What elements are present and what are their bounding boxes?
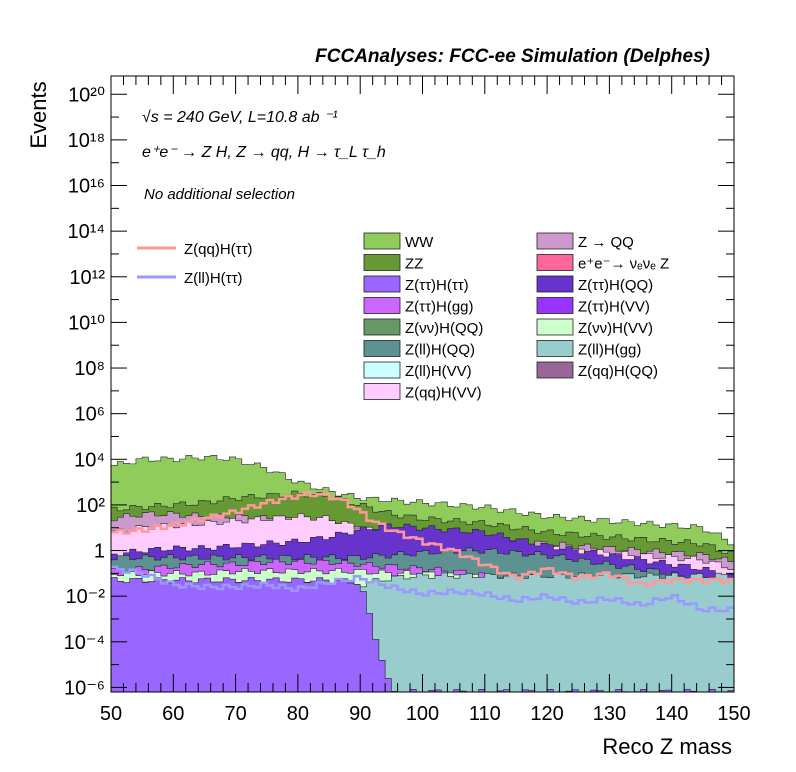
y-tick-label: 10²	[76, 495, 105, 517]
x-tick-label: 150	[717, 703, 750, 725]
legend-swatch	[363, 318, 401, 336]
curve-zll-htautau	[111, 565, 734, 613]
y-tick-label: 10¹⁴	[68, 221, 106, 243]
legend-swatch	[536, 232, 574, 250]
legend-label: WW	[405, 234, 434, 251]
legend-label: Z(ττ)H(QQ)	[578, 277, 653, 294]
legend-swatch	[536, 361, 574, 379]
legend-label: Z(ll)H(gg)	[578, 342, 641, 359]
legend-swatch	[363, 340, 401, 357]
chart-header: FCCAnalyses: FCC-ee Simulation (Delphes)	[315, 46, 710, 67]
axes: 50 60 70 80 90 100 110 120 130 140 150 10⁻⁶ 10⁻⁴ 10⁻²…	[64, 75, 751, 725]
y-tick-label: 10¹⁸	[68, 130, 105, 152]
x-tick-label: 80	[287, 703, 309, 725]
legend-label: e⁺e⁻→ νₑνₑ Z	[578, 256, 669, 273]
legend-label: ZZ	[405, 256, 423, 273]
y-tick-label: 10⁶	[75, 404, 105, 426]
y-tick-label: 10¹²	[69, 267, 105, 289]
x-tick-label: 50	[100, 703, 122, 725]
legend-label: Z(ll)H(VV)	[405, 363, 472, 380]
plot-area	[110, 76, 735, 693]
legend-swatch	[363, 297, 401, 314]
y-tick-label: 10²⁰	[68, 84, 105, 106]
legend-swatch	[363, 275, 401, 293]
curve-zqq-htautau	[111, 491, 734, 587]
legend-swatch	[536, 275, 574, 293]
y-tick-label: 10⁸	[74, 358, 105, 380]
x-axis-label: Reco Z mass	[602, 734, 732, 759]
x-tick-label: 110	[469, 703, 501, 725]
y-tick-label: 10¹⁰	[68, 312, 105, 334]
y-tick-label: 10⁴	[74, 449, 105, 471]
y-tick-label: 10⁻⁶	[64, 677, 105, 699]
legend-swatch	[363, 254, 401, 271]
y-axis-label: Events	[26, 81, 51, 148]
legend-swatch	[536, 254, 574, 271]
x-tick-label: 60	[162, 703, 184, 725]
y-tick-label: 1	[94, 541, 105, 563]
annotation-selection: No additional selection	[144, 186, 295, 203]
legend-label: Z(ll)H(ττ)	[184, 270, 243, 287]
y-tick-label: 10⁻²	[66, 586, 106, 608]
x-tick-label: 90	[349, 703, 371, 725]
legend-swatch	[536, 318, 574, 336]
legend-label: Z(qq)H(QQ)	[578, 363, 658, 380]
legend-label: Z(νν)H(QQ)	[405, 320, 483, 337]
legend: Z(qq)H(ττ) Z(ll)H(ττ) WW ZZ Z(ττ)H(ττ) Z(ττ)H…	[137, 232, 669, 402]
y-tick-label: 10⁻⁴	[64, 632, 105, 654]
legend-swatch	[363, 361, 401, 379]
x-tick-label: 120	[530, 703, 563, 725]
x-tick-label: 70	[224, 703, 246, 725]
legend-label: Z(qq)H(ττ)	[184, 241, 253, 258]
x-tick-label: 100	[406, 703, 439, 725]
legend-swatch	[363, 383, 401, 400]
legend-label: Z(ττ)H(gg)	[405, 299, 474, 316]
legend-swatch	[363, 232, 401, 250]
legend-label: Z(qq)H(VV)	[405, 385, 482, 402]
y-tick-label: 10¹⁶	[68, 176, 105, 198]
legend-label: Z(νν)H(VV)	[578, 320, 653, 337]
legend-swatch	[536, 340, 574, 357]
legend-swatch	[536, 297, 574, 314]
legend-label: Z(ττ)H(ττ)	[405, 277, 469, 294]
annotation-energy: √s = 240 GeV, L=10.8 ab ⁻¹	[142, 109, 338, 126]
legend-label: Z(ττ)H(VV)	[578, 299, 650, 316]
annotation-process: e⁺e⁻ → Z H, Z → qq, H → τ_L τ_h	[142, 144, 386, 161]
x-tick-label: 130	[593, 703, 626, 725]
x-tick-label: 140	[655, 703, 688, 725]
legend-label: Z(ll)H(QQ)	[405, 342, 475, 359]
legend-label: Z → QQ	[578, 234, 634, 251]
